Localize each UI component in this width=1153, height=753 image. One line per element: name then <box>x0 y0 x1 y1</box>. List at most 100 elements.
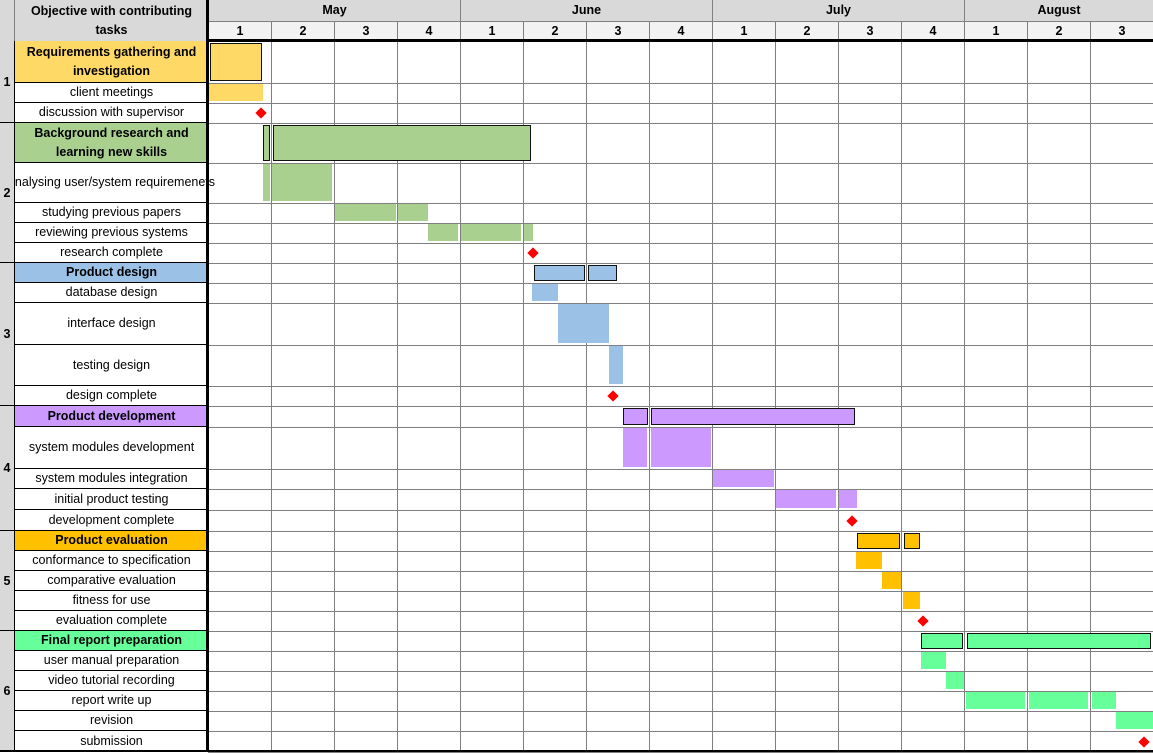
summary-bar <box>903 533 920 549</box>
milestone-marker <box>1137 735 1150 748</box>
objective-number: 3 <box>0 263 14 406</box>
grid-line-horizontal <box>208 203 1153 204</box>
task-label: design complete <box>14 386 208 406</box>
grid-line-horizontal <box>208 103 1153 104</box>
task-bar <box>558 304 610 343</box>
task-label: video tutorial recording <box>14 671 208 691</box>
task-label: conformance to specification <box>14 551 208 571</box>
month-header: June <box>460 0 712 21</box>
task-label: revision <box>14 711 208 731</box>
task-label: studying previous papers <box>14 203 208 223</box>
week-header: 2 <box>775 21 838 41</box>
summary-bar <box>272 125 531 161</box>
task-bar <box>1028 692 1089 709</box>
grid-line-vertical <box>964 41 965 752</box>
bottom-border <box>0 750 1153 752</box>
task-bar <box>427 224 459 241</box>
task-column-border <box>206 0 209 752</box>
task-bar <box>855 552 883 569</box>
grid-line-horizontal <box>208 163 1153 164</box>
week-header: 3 <box>838 21 901 41</box>
month-header: August <box>964 0 1153 21</box>
grid-line-horizontal <box>208 345 1153 346</box>
grid-line-horizontal <box>208 651 1153 652</box>
grid-line-horizontal <box>208 691 1153 692</box>
task-bar <box>1091 692 1116 709</box>
week-header: 3 <box>586 21 649 41</box>
task-label: initial product testing <box>14 489 208 510</box>
week-header: 3 <box>1090 21 1153 41</box>
summary-bar <box>650 408 855 425</box>
grid-line-horizontal <box>208 531 1153 532</box>
grid-line-vertical <box>586 41 587 752</box>
grid-line-horizontal <box>208 731 1153 732</box>
objective-label: Requirements gathering and investigation <box>14 41 208 83</box>
summary-bar <box>262 125 270 161</box>
milestone-marker <box>255 107 267 119</box>
grid-line-vertical <box>838 41 839 752</box>
week-header: 3 <box>334 21 397 41</box>
task-bar <box>650 428 711 467</box>
task-label: system modules development <box>14 427 208 469</box>
grid-line-horizontal <box>208 469 1153 470</box>
task-column-header: Objective with contributing tasks <box>14 0 208 41</box>
task-label: client meetings <box>14 83 208 103</box>
month-header: July <box>712 0 964 21</box>
num-header-corner <box>0 0 14 41</box>
task-label: submission <box>14 731 208 752</box>
summary-bar <box>587 265 618 281</box>
objective-label: Background research and learning new ski… <box>14 123 208 163</box>
grid-line-horizontal <box>208 303 1153 304</box>
task-bar <box>609 346 623 384</box>
summary-bar <box>856 533 900 549</box>
summary-bar <box>533 265 585 281</box>
task-label: analysing user/system requiremenets <box>8 163 215 203</box>
grid-line-horizontal <box>208 571 1153 572</box>
grid-line-horizontal <box>208 243 1153 244</box>
objective-number: 1 <box>0 41 14 123</box>
task-label: interface design <box>14 303 208 345</box>
milestone-marker <box>846 514 859 527</box>
task-label: system modules integration <box>14 469 208 489</box>
task-bar <box>882 572 901 589</box>
week-header: 2 <box>523 21 586 41</box>
task-label: fitness for use <box>14 591 208 611</box>
task-bar <box>622 428 648 467</box>
grid-line-vertical <box>271 41 272 752</box>
objective-label: Product development <box>14 406 208 427</box>
task-bar <box>776 490 837 508</box>
header-bottom-border <box>208 39 1153 42</box>
grid-line-vertical <box>1090 41 1091 752</box>
milestone-marker <box>527 247 539 259</box>
task-label: comparative evaluation <box>14 571 208 591</box>
week-header: 1 <box>460 21 523 41</box>
grid-line-vertical <box>649 41 650 752</box>
grid-line-vertical <box>334 41 335 752</box>
task-bar <box>1115 712 1153 729</box>
task-bar <box>921 652 947 669</box>
grid-line-horizontal <box>208 551 1153 552</box>
grid-line-vertical <box>901 41 902 752</box>
task-label: testing design <box>14 345 208 386</box>
task-bar <box>839 490 857 508</box>
objective-number: 4 <box>0 406 14 531</box>
grid-line-vertical <box>775 41 776 752</box>
grid-line-vertical <box>460 41 461 752</box>
week-header: 4 <box>397 21 460 41</box>
grid-line-horizontal <box>208 489 1153 490</box>
objective-number: 6 <box>0 631 14 752</box>
summary-bar <box>209 43 263 81</box>
task-bar <box>531 284 559 301</box>
task-label: report write up <box>14 691 208 711</box>
grid-line-horizontal <box>208 283 1153 284</box>
grid-line-horizontal <box>208 427 1153 428</box>
task-bar <box>713 470 774 487</box>
objective-number: 2 <box>0 123 14 263</box>
task-bar <box>208 84 263 101</box>
grid-line-horizontal <box>208 711 1153 712</box>
objective-label: Product design <box>14 263 208 283</box>
month-header: May <box>208 0 460 21</box>
task-bar <box>902 592 920 609</box>
task-bar <box>335 204 396 221</box>
task-label: user manual preparation <box>14 651 208 671</box>
